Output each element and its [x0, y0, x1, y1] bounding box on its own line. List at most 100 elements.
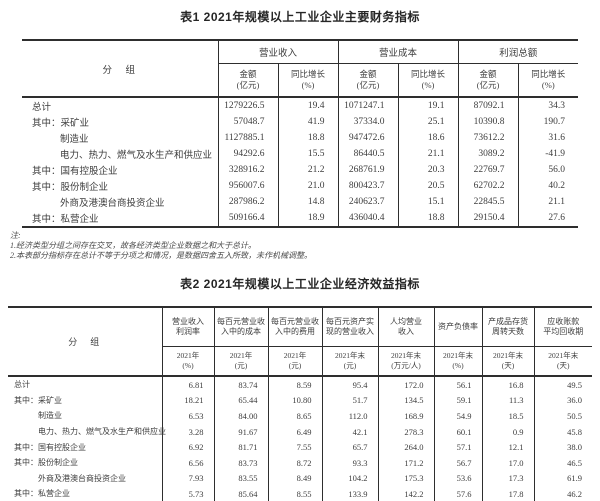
- table-cell: 175.3: [378, 470, 435, 487]
- table-cell: 57.1: [434, 439, 483, 455]
- table-cell: 83.74: [214, 376, 269, 393]
- table-cell: 10390.8: [458, 114, 519, 130]
- row-label: 其中：私营企业: [8, 486, 163, 501]
- column-subheader: 同比增长 (%): [398, 63, 459, 97]
- table-cell: 85.64: [214, 486, 269, 501]
- table-cell: 21.1: [398, 146, 459, 162]
- table-cell: 133.9: [322, 486, 379, 501]
- table-cell: 57048.7: [218, 114, 279, 130]
- table-cell: 3.28: [162, 423, 215, 440]
- table-cell: -41.9: [545, 149, 566, 159]
- column-unit-header: 2021年末 (天): [482, 346, 535, 376]
- table-cell: 112.0: [322, 408, 379, 424]
- group-column-header: 分 组: [22, 40, 219, 97]
- table-cell: 41.9: [278, 114, 339, 130]
- table-row: 其中：采矿业 57048.7 41.9 37334.0 25.1 10390.8 190.7: [22, 114, 578, 130]
- table-cell: 18.21: [162, 392, 215, 409]
- table-cell: 25.1: [398, 114, 459, 130]
- table-cell: 6.49: [268, 423, 323, 440]
- column-subheader: 金额 (亿元): [218, 63, 279, 97]
- row-label: 其中：私营企业: [22, 210, 219, 227]
- table-cell: 59.1: [434, 392, 483, 409]
- table-cell: 46.5: [567, 457, 582, 468]
- row-label: 总计: [22, 97, 219, 114]
- notes-label: 注:: [10, 231, 21, 240]
- table-cell: 65.7: [322, 439, 379, 455]
- table-row: 其中：私营企业 509166.4 18.9 436040.4 18.8 29150.4 27…: [22, 210, 578, 227]
- table-row: 其中：国有控股企业 6.92 81.71 7.55 65.7 264.0 57.1 12.1 3…: [8, 439, 592, 455]
- table1-notes: 注: 1.经济类型分组之间存在交叉，故各经济类型企业数据之和大于总计。 2.本表…: [10, 231, 600, 261]
- table-cell: 51.7: [322, 392, 379, 409]
- table-cell: 45.8: [567, 426, 582, 437]
- table-cell: 87092.1: [458, 97, 519, 114]
- table-cell: 8.55: [268, 486, 323, 501]
- table-cell: 956007.6: [218, 178, 279, 194]
- table-cell: 947472.6: [338, 130, 399, 146]
- table-row: 制造业 6.53 84.00 8.65 112.0 168.9 54.9 18.5 50.5: [8, 408, 592, 424]
- row-label: 其中：国有控股企业: [22, 162, 219, 178]
- table-cell: 104.2: [322, 470, 379, 487]
- table-cell: 34.3: [548, 101, 566, 111]
- column-header: 人均营业 收入: [378, 307, 435, 347]
- table-cell: 53.6: [434, 470, 483, 487]
- table-cell: 142.2: [378, 486, 435, 501]
- table1-financial-indicators: 分 组营业收入 营业成本 利润总额 金额 (亿元) 同比增长 (%) 金额 (亿元) 同比增…: [22, 39, 579, 228]
- table-cell: 31.6: [548, 133, 566, 143]
- table-cell: 168.9: [378, 408, 435, 424]
- table-cell: 21.0: [278, 178, 339, 194]
- table-cell: 17.8: [482, 486, 535, 501]
- table-cell: 56.1: [434, 376, 483, 393]
- table-cell: 6.81: [162, 376, 215, 393]
- table-cell: 46.2: [567, 488, 582, 499]
- table-cell: 83.73: [214, 454, 269, 471]
- table-cell: 240623.7: [338, 194, 399, 210]
- table-cell: 56.0: [548, 165, 566, 175]
- column-header: 应收账款 平均回收期: [534, 307, 592, 347]
- column-unit-header: 2021年末 (天): [548, 351, 579, 370]
- column-header: 每百元营业收 入中的成本: [214, 307, 269, 347]
- table-cell: 95.4: [322, 376, 379, 393]
- header-row-subs: 金额 (亿元) 同比增长 (%) 金额 (亿元) 同比增长 (%) 金额 (亿元) 同比增…: [22, 63, 578, 97]
- column-subheader: 金额 (亿元): [458, 63, 519, 97]
- row-label: 其中：国有控股企业: [8, 439, 163, 455]
- table-row: 外商及港澳台商投资企业 287986.2 14.8 240623.7 15.1 22845…: [22, 194, 578, 210]
- note-line-2: 2.本表部分指标存在总计不等于分项之和情况，是数据四舍五入所致，未作机械调整。: [10, 251, 312, 260]
- table-cell: 16.8: [482, 376, 535, 393]
- table-cell: 38.0: [567, 442, 582, 453]
- header-row-names: 分 组营业收入 利润率 每百元营业收 入中的成本 每百元营业收 入中的费用 每百元资产…: [8, 307, 592, 376]
- table-cell: 60.1: [434, 423, 483, 440]
- table-cell: 6.56: [162, 454, 215, 471]
- table-cell: 18.5: [482, 408, 535, 424]
- table-row: 电力、热力、燃气及水生产和供应业 3.28 91.67 6.49 42.1 278.3 60…: [8, 423, 592, 440]
- table-cell: 171.2: [378, 454, 435, 471]
- table-cell: 81.71: [214, 439, 269, 455]
- table-cell: 20.5: [398, 178, 459, 194]
- table-cell: 8.65: [268, 408, 323, 424]
- table-cell: 287986.2: [218, 194, 279, 210]
- table-cell: 12.1: [482, 439, 535, 455]
- table-row: 总计 6.81 83.74 8.59 95.4 172.0 56.1 16.8 49.5: [8, 376, 592, 393]
- row-label: 外商及港澳台商投资企业: [22, 194, 219, 210]
- table-cell: 7.93: [162, 470, 215, 487]
- table-cell: 509166.4: [218, 210, 279, 227]
- table-cell: 134.5: [378, 392, 435, 409]
- table-cell: 278.3: [378, 423, 435, 440]
- column-subheader: 同比增长 (%): [531, 69, 566, 90]
- table-cell: 91.67: [214, 423, 269, 440]
- table-cell: 93.3: [322, 454, 379, 471]
- table-row: 其中：国有控股企业 328916.2 21.2 268761.9 20.3 22769.7…: [22, 162, 578, 178]
- table-cell: 8.72: [268, 454, 323, 471]
- table2-title: 表2 2021年规模以上工业企业经济效益指标: [180, 277, 420, 291]
- table-cell: 6.92: [162, 439, 215, 455]
- table-cell: 7.55: [268, 439, 323, 455]
- row-label: 电力、热力、燃气及水生产和供应业: [8, 423, 166, 440]
- column-group-header: 营业成本: [338, 40, 459, 64]
- table-cell: 54.9: [434, 408, 483, 424]
- table-cell: 50.5: [567, 410, 582, 421]
- table-cell: 800423.7: [338, 178, 399, 194]
- column-subheader: 金额 (亿元): [338, 63, 399, 97]
- table-cell: 5.73: [162, 486, 215, 501]
- table1-title: 表1 2021年规模以上工业企业主要财务指标: [180, 10, 420, 24]
- column-group-header: 营业收入: [218, 40, 339, 64]
